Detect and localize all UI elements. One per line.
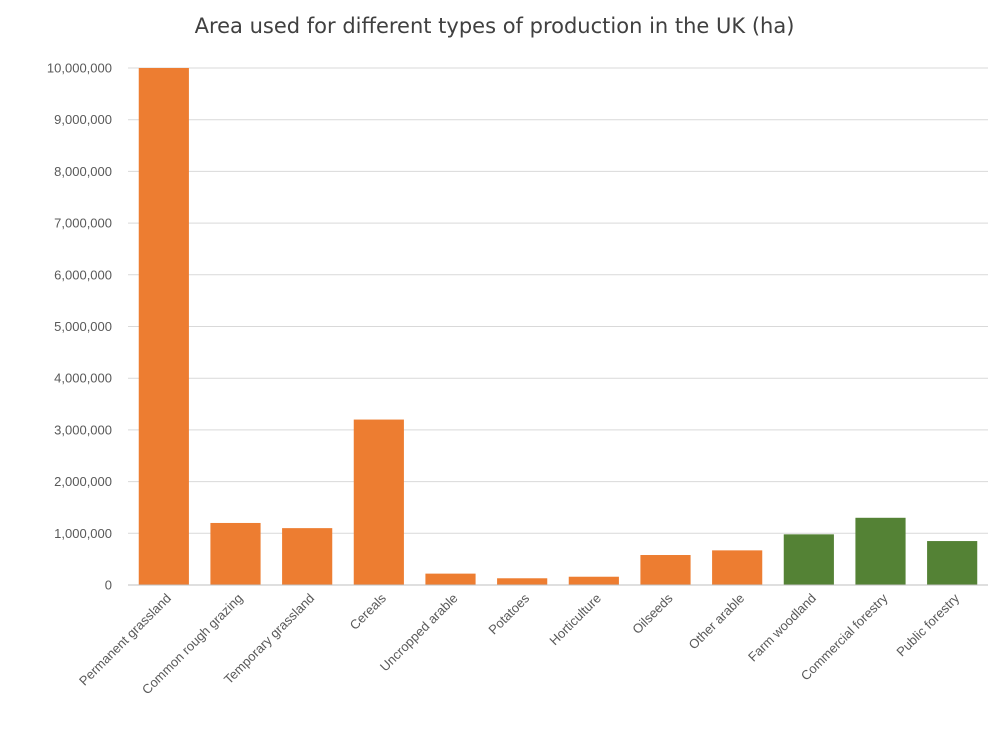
y-tick-label: 1,000,000 bbox=[54, 526, 112, 541]
y-tick-label: 7,000,000 bbox=[54, 216, 112, 231]
bar-commercial-forestry bbox=[855, 517, 906, 585]
x-tick-label: Uncropped arable bbox=[377, 591, 461, 675]
bar-temporary-grassland bbox=[282, 528, 333, 585]
x-tick-label: Public forestry bbox=[893, 590, 962, 659]
bar-horticulture bbox=[568, 576, 619, 585]
y-tick-label: 8,000,000 bbox=[54, 164, 112, 179]
bar-common-rough-grazing bbox=[210, 522, 261, 585]
y-tick-label: 4,000,000 bbox=[54, 371, 112, 386]
bar-public-forestry bbox=[927, 541, 978, 585]
x-tick-label: Potatoes bbox=[485, 590, 532, 637]
bar-oilseeds bbox=[640, 555, 691, 585]
y-tick-label: 6,000,000 bbox=[54, 267, 112, 282]
y-tick-label: 2,000,000 bbox=[54, 474, 112, 489]
x-tick-label: Farm woodland bbox=[745, 591, 819, 665]
x-tick-label: Horticulture bbox=[546, 591, 604, 649]
bar-potatoes bbox=[497, 578, 548, 585]
y-axis-tick-labels: 0 1,000,000 2,000,000 3,000,000 4,000,000 5,0… bbox=[47, 61, 112, 593]
y-tick-label: 9,000,000 bbox=[54, 112, 112, 127]
x-tick-label: Cereals bbox=[347, 590, 390, 633]
bar-permanent-grassland bbox=[138, 68, 189, 585]
bars bbox=[138, 68, 978, 585]
gridlines bbox=[128, 67, 988, 534]
bar-cereals bbox=[353, 419, 404, 585]
chart-title: Area used for different types of product… bbox=[194, 14, 795, 38]
y-tick-label: 3,000,000 bbox=[54, 422, 112, 437]
bar-other-arable bbox=[712, 550, 763, 585]
bar-uncropped-arable bbox=[425, 573, 476, 585]
y-tick-label: 10,000,000 bbox=[47, 61, 112, 76]
bar-farm-woodland bbox=[783, 534, 834, 585]
x-tick-label: Oilseeds bbox=[629, 590, 676, 637]
x-tick-label: Other arable bbox=[686, 591, 748, 653]
y-tick-label: 5,000,000 bbox=[54, 319, 112, 334]
y-tick-label: 0 bbox=[105, 578, 112, 593]
